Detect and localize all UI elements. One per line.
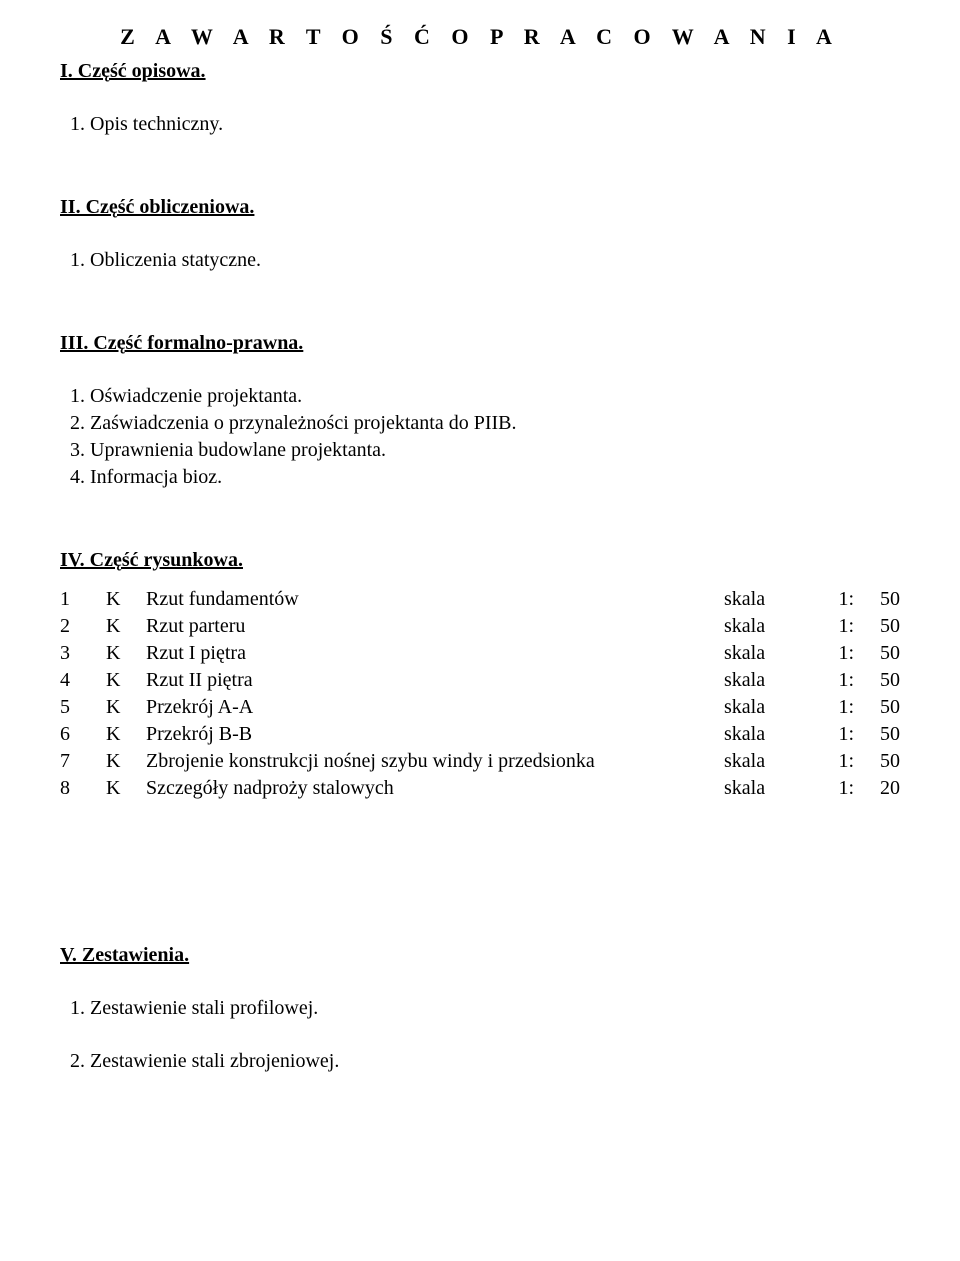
drawing-title: Rzut II piętra bbox=[146, 667, 724, 694]
scale-ratio: 1: bbox=[794, 775, 860, 802]
table-row: 4 K Rzut II piętra skala 1: 50 bbox=[60, 667, 900, 694]
section-1-heading: I. Część opisowa. bbox=[60, 58, 900, 85]
section-4-heading: IV. Część rysunkowa. bbox=[60, 547, 900, 574]
drawing-title: Rzut I piętra bbox=[146, 640, 724, 667]
table-row: 5 K Przekrój A-A skala 1: 50 bbox=[60, 694, 900, 721]
section-3-item-1: 1. Oświadczenie projektanta. bbox=[60, 383, 900, 410]
scale-value: 20 bbox=[860, 775, 900, 802]
section-5-item-1: 1. Zestawienie stali profilowej. bbox=[60, 995, 900, 1022]
drawing-index: 4 bbox=[60, 667, 106, 694]
drawing-code: K bbox=[106, 721, 146, 748]
table-row: 1 K Rzut fundamentów skala 1: 50 bbox=[60, 586, 900, 613]
scale-ratio: 1: bbox=[794, 667, 860, 694]
section-2-item-1: 1. Obliczenia statyczne. bbox=[60, 247, 900, 274]
scale-ratio: 1: bbox=[794, 721, 860, 748]
scale-word: skala bbox=[724, 748, 794, 775]
section-3-heading: III. Część formalno-prawna. bbox=[60, 330, 900, 357]
scale-value: 50 bbox=[860, 667, 900, 694]
drawing-code: K bbox=[106, 748, 146, 775]
drawing-code: K bbox=[106, 775, 146, 802]
scale-ratio: 1: bbox=[794, 694, 860, 721]
drawing-title: Przekrój B-B bbox=[146, 721, 724, 748]
section-3-item-3: 3. Uprawnienia budowlane projektanta. bbox=[60, 437, 900, 464]
scale-value: 50 bbox=[860, 640, 900, 667]
section-5-item-2: 2. Zestawienie stali zbrojeniowej. bbox=[60, 1048, 900, 1075]
scale-ratio: 1: bbox=[794, 613, 860, 640]
scale-value: 50 bbox=[860, 694, 900, 721]
section-1-item-1: 1. Opis techniczny. bbox=[60, 111, 900, 138]
drawing-title: Przekrój A-A bbox=[146, 694, 724, 721]
drawing-index: 3 bbox=[60, 640, 106, 667]
drawing-code: K bbox=[106, 613, 146, 640]
table-row: 2 K Rzut parteru skala 1: 50 bbox=[60, 613, 900, 640]
document-title: Z A W A R T O Ś Ć O P R A C O W A N I A bbox=[60, 22, 900, 52]
section-2-heading: II. Część obliczeniowa. bbox=[60, 194, 900, 221]
scale-word: skala bbox=[724, 667, 794, 694]
table-row: 3 K Rzut I piętra skala 1: 50 bbox=[60, 640, 900, 667]
scale-ratio: 1: bbox=[794, 640, 860, 667]
scale-ratio: 1: bbox=[794, 748, 860, 775]
section-3-item-2: 2. Zaświadczenia o przynależności projek… bbox=[60, 410, 900, 437]
scale-value: 50 bbox=[860, 613, 900, 640]
drawing-code: K bbox=[106, 667, 146, 694]
drawing-title: Rzut fundamentów bbox=[146, 586, 724, 613]
drawing-index: 7 bbox=[60, 748, 106, 775]
drawing-code: K bbox=[106, 586, 146, 613]
drawing-index: 8 bbox=[60, 775, 106, 802]
scale-ratio: 1: bbox=[794, 586, 860, 613]
scale-word: skala bbox=[724, 586, 794, 613]
table-row: 8 K Szczegóły nadproży stalowych skala 1… bbox=[60, 775, 900, 802]
table-row: 6 K Przekrój B-B skala 1: 50 bbox=[60, 721, 900, 748]
scale-value: 50 bbox=[860, 586, 900, 613]
table-row: 7 K Zbrojenie konstrukcji nośnej szybu w… bbox=[60, 748, 900, 775]
scale-word: skala bbox=[724, 640, 794, 667]
drawing-code: K bbox=[106, 640, 146, 667]
scale-value: 50 bbox=[860, 748, 900, 775]
drawing-title: Rzut parteru bbox=[146, 613, 724, 640]
drawing-title: Zbrojenie konstrukcji nośnej szybu windy… bbox=[146, 748, 724, 775]
drawings-table: 1 K Rzut fundamentów skala 1: 50 2 K Rzu… bbox=[60, 586, 900, 802]
drawing-title: Szczegóły nadproży stalowych bbox=[146, 775, 724, 802]
scale-value: 50 bbox=[860, 721, 900, 748]
section-5-heading: V. Zestawienia. bbox=[60, 942, 900, 969]
scale-word: skala bbox=[724, 775, 794, 802]
drawing-index: 5 bbox=[60, 694, 106, 721]
drawing-index: 2 bbox=[60, 613, 106, 640]
scale-word: skala bbox=[724, 613, 794, 640]
section-3-item-4: 4. Informacja bioz. bbox=[60, 464, 900, 491]
drawing-index: 6 bbox=[60, 721, 106, 748]
scale-word: skala bbox=[724, 694, 794, 721]
drawing-code: K bbox=[106, 694, 146, 721]
scale-word: skala bbox=[724, 721, 794, 748]
drawing-index: 1 bbox=[60, 586, 106, 613]
